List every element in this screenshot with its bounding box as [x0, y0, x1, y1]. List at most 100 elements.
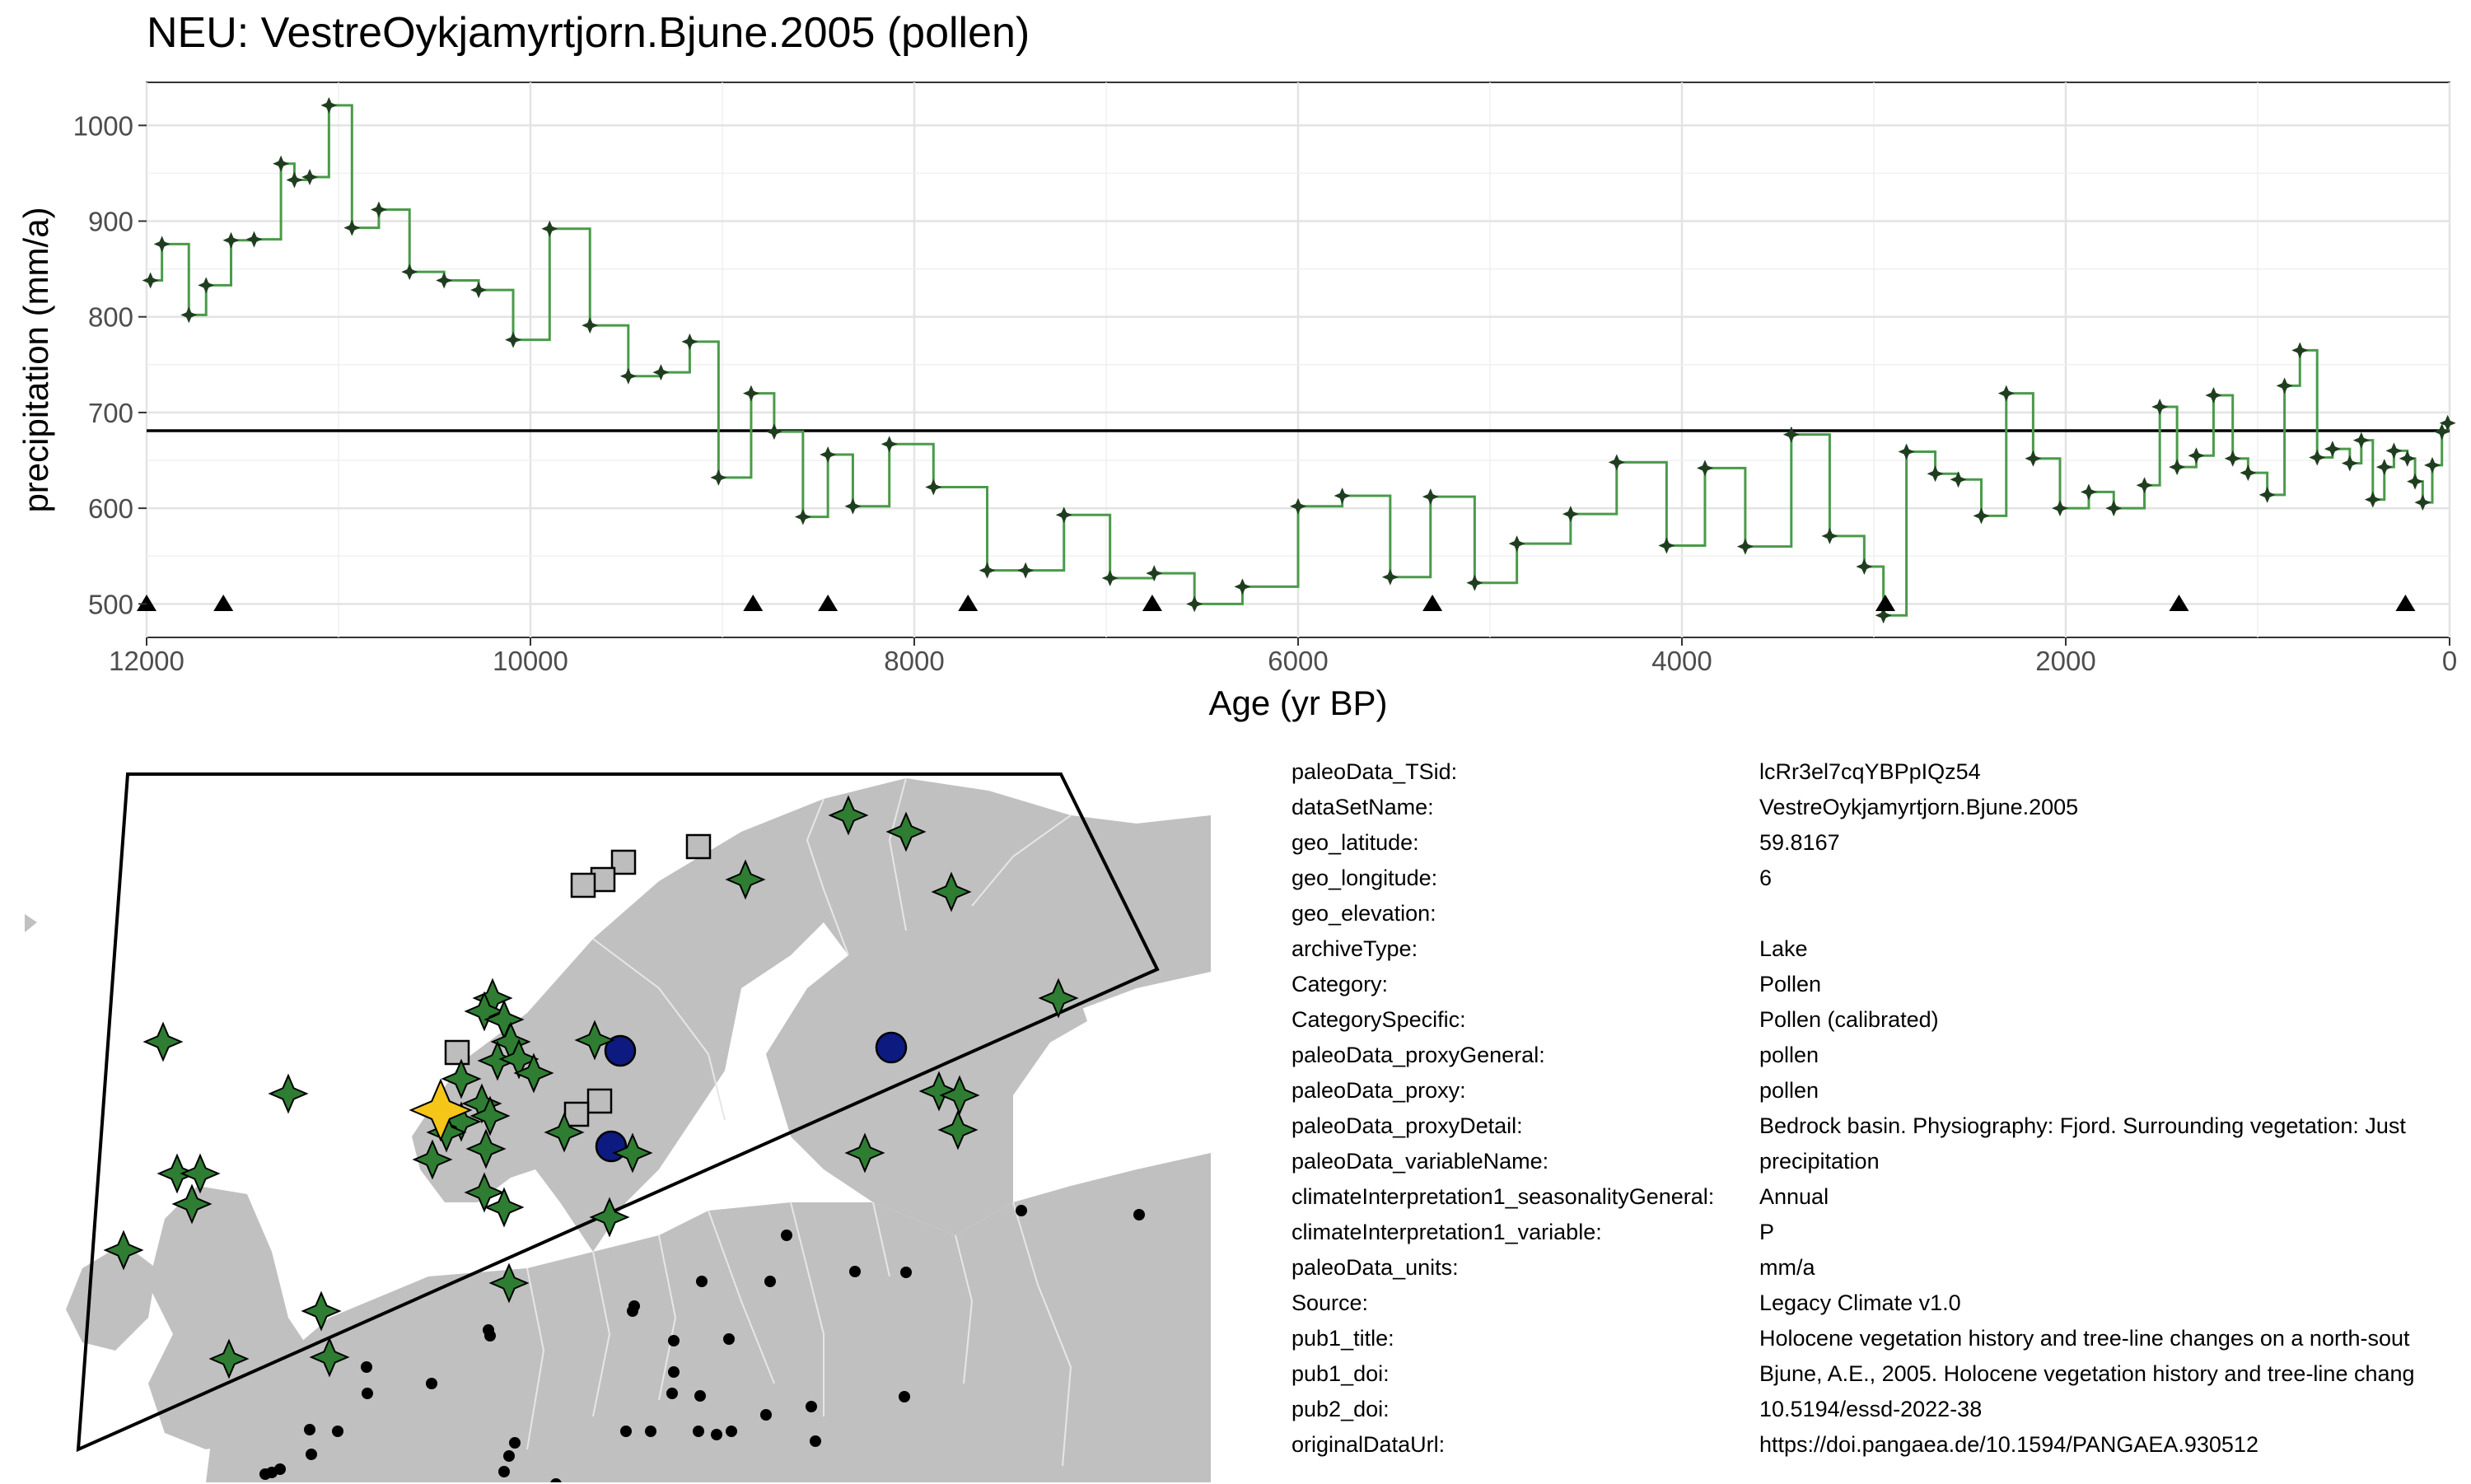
site-dot-marker	[306, 1449, 317, 1460]
y-tick-label: 900	[88, 207, 133, 237]
data-point	[1562, 506, 1579, 523]
data-point	[2352, 432, 2370, 449]
metadata-value: 10.5194/essd-2022-38	[1759, 1397, 1983, 1421]
metadata-value: lcRr3el7cqYBPpIQz54	[1759, 759, 1981, 784]
data-point	[2258, 486, 2276, 503]
site-square-marker	[610, 849, 637, 875]
data-point	[1146, 565, 1163, 582]
west-edge-land	[25, 914, 37, 932]
data-point	[2364, 491, 2381, 508]
data-point	[436, 272, 453, 289]
data-point	[1055, 506, 1072, 524]
metadata-key: paleoData_units:	[1292, 1255, 1459, 1280]
site-star-marker	[488, 1262, 530, 1304]
age-markers-layer	[137, 595, 2416, 611]
x-tick-label: 10000	[493, 646, 568, 676]
age-marker	[1875, 595, 1895, 611]
data-point	[153, 236, 170, 253]
data-point	[979, 562, 996, 579]
metadata-value: VestreOykjamyrtjorn.Bjune.2005	[1759, 795, 2079, 819]
metadata-key: climateInterpretation1_seasonalityGenera…	[1292, 1184, 1715, 1209]
data-point	[1875, 607, 1892, 624]
site-dot-marker	[899, 1391, 910, 1402]
data-point	[1017, 562, 1035, 579]
site-dot-marker	[550, 1478, 562, 1482]
metadata-value: Annual	[1759, 1184, 1829, 1209]
data-point	[245, 231, 263, 248]
data-point	[470, 282, 488, 299]
site-star-marker	[412, 1139, 453, 1180]
site-star-marker	[544, 1112, 585, 1153]
age-marker	[2395, 595, 2416, 611]
site-star-marker	[465, 1128, 507, 1169]
metadata-value: Holocene vegetation history and tree-lin…	[1759, 1326, 2410, 1351]
data-point	[1101, 569, 1119, 586]
site-dot-marker	[304, 1424, 315, 1435]
data-point	[2375, 459, 2393, 476]
data-point	[2080, 483, 2097, 501]
site-star-marker	[828, 795, 869, 836]
site-dot-marker	[760, 1409, 772, 1421]
data-point	[2052, 500, 2069, 517]
data-point	[1658, 537, 1675, 554]
chart-title: NEU: VestreOykjamyrtjorn.Bjune.2005 (pol…	[147, 9, 1030, 57]
site-circle-marker	[604, 1034, 637, 1067]
data-point	[820, 446, 837, 464]
site-star-marker	[1038, 978, 1079, 1019]
data-point	[794, 508, 811, 525]
site-dot-marker	[696, 1276, 708, 1287]
scandinavia-land	[412, 778, 1211, 1252]
age-marker	[818, 595, 838, 611]
site-star-marker	[180, 1153, 221, 1194]
data-point	[2224, 450, 2241, 467]
data-point	[505, 331, 522, 348]
site-dot-marker	[362, 1388, 373, 1399]
y-axis-ticks: 500 600 700 800 900 1000	[73, 110, 147, 619]
nearby-sites-squares	[444, 833, 712, 1127]
site-star-marker	[208, 1338, 250, 1379]
selected-site-marker	[409, 1078, 473, 1142]
data-point	[742, 385, 759, 402]
data-point	[343, 219, 361, 236]
data-point	[2385, 442, 2403, 460]
site-dot-marker	[274, 1463, 286, 1475]
data-point	[180, 306, 198, 324]
metadata-key: geo_longitude:	[1292, 866, 1438, 890]
ireland-land	[66, 1244, 156, 1351]
data-point	[2151, 398, 2169, 415]
data-point	[2188, 447, 2205, 464]
data-point	[681, 333, 698, 350]
metadata-key: paleoData_variableName:	[1292, 1149, 1549, 1174]
site-star-marker	[142, 1021, 184, 1062]
site-dot-marker	[900, 1267, 912, 1278]
data-point	[1973, 507, 1990, 525]
x-tick-label: 6000	[1268, 646, 1328, 676]
site-star-marker	[301, 1290, 342, 1332]
data-point	[273, 155, 290, 172]
data-point	[401, 264, 418, 281]
data-point	[222, 231, 240, 249]
data-point	[2407, 473, 2424, 490]
age-marker	[1422, 595, 1443, 611]
site-dot-marker	[781, 1230, 792, 1241]
data-point	[1927, 465, 1944, 483]
data-point	[286, 171, 303, 189]
x-tick-label: 12000	[109, 646, 185, 676]
data-point	[765, 423, 782, 441]
site-star-marker	[483, 1187, 525, 1228]
x-tick-label: 4000	[1651, 646, 1712, 676]
data-point	[582, 317, 599, 334]
data-point	[1381, 568, 1399, 586]
data-point	[1466, 574, 1483, 591]
site-dot-marker	[361, 1361, 372, 1373]
data-point	[2424, 456, 2441, 474]
data-point	[2341, 455, 2358, 472]
data-point	[320, 96, 338, 114]
site-dot-marker	[503, 1450, 515, 1462]
metadata-table: paleoData_TSid: lcRr3el7cqYBPpIQz54 dataSe…	[1292, 759, 2471, 1484]
timeseries-chart: 12000 10000 8000 6000 4000 2000 0 500 600 700 800…	[16, 82, 2457, 722]
site-star-marker	[844, 1132, 885, 1174]
metadata-key: originalDataUrl:	[1292, 1432, 1446, 1457]
metadata-key: geo_elevation:	[1292, 901, 1436, 926]
metadata-key: Source:	[1292, 1290, 1369, 1315]
